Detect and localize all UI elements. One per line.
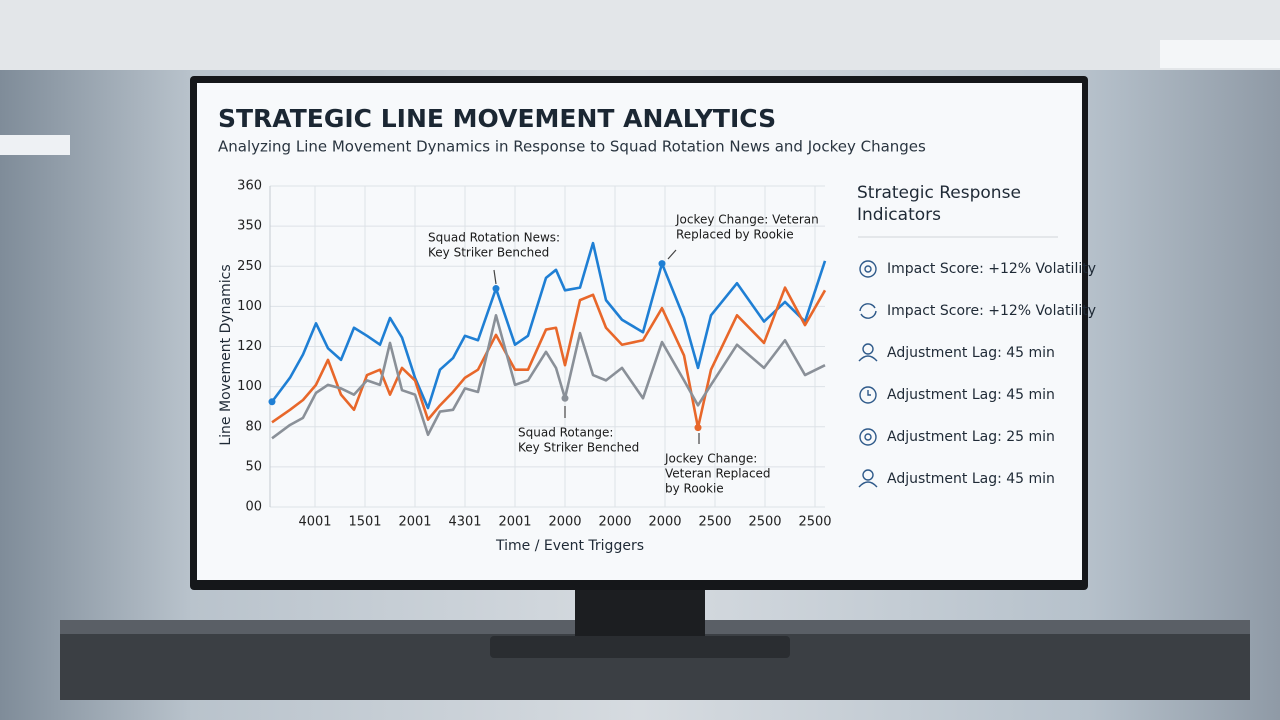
annotation: Jockey Change: Veteran [675,213,819,227]
monitor-stand [575,585,705,640]
icon [862,469,874,481]
event-point [561,394,569,402]
y-tick-label: 360 [237,179,262,194]
annotation: Key Striker Benched [428,246,549,260]
event-point [492,285,500,293]
y-tick-label: 100 [237,299,262,314]
y-axis-label: Line Movement Dynamics [218,264,234,445]
annotation: Veteran Replaced [665,467,771,481]
y-tick-label: 350 [237,219,262,234]
icon [864,265,872,273]
annotation: Replaced by Rookie [676,228,794,242]
x-tick-label: 2000 [648,515,681,530]
icon [867,390,871,396]
icon [864,433,872,441]
annotation-arrow [667,249,677,260]
event-point [694,424,702,432]
icon [859,260,877,278]
annotation-arrow [493,269,497,285]
panel-item: Adjustment Lag: 45 min [887,471,1055,487]
ceiling-light [1160,40,1280,68]
icon [862,343,874,355]
x-axis-label: Time / Event Triggers [495,538,644,554]
ceiling [0,0,1280,70]
event-point [268,398,276,406]
icon [858,481,878,488]
panel-title: Indicators [857,205,941,225]
y-tick-label: 100 [237,379,262,394]
icon [859,428,877,446]
series-line [270,241,827,410]
chart-title: STRATEGIC LINE MOVEMENT ANALYTICS [218,104,776,133]
annotation: Jockey Change: [664,452,757,466]
x-tick-label: 4001 [298,515,331,530]
panel-item: Impact Score: +12% Volatility [887,261,1096,277]
ceiling-light [0,135,70,155]
monitor-base [490,636,790,658]
icon [858,355,878,362]
icon [859,303,877,319]
icon [859,386,877,404]
y-tick-label: 120 [237,339,262,354]
panel-item: Adjustment Lag: 25 min [887,429,1055,445]
series-line [271,313,826,440]
annotation: by Rookie [665,482,724,496]
x-tick-label: 2001 [498,515,531,530]
x-tick-label: 2500 [698,515,731,530]
panel-item: Impact Score: +12% Volatility [887,303,1096,319]
chart-subtitle: Analyzing Line Movement Dynamics in Resp… [218,138,926,156]
panel-item: Adjustment Lag: 45 min [887,387,1055,403]
annotation: Key Striker Benched [518,441,639,455]
y-tick-label: 250 [237,259,262,274]
x-tick-label: 2500 [748,515,781,530]
annotation: Squad Rotation News: [428,231,560,245]
x-tick-label: 2000 [548,515,581,530]
y-tick-label: 00 [245,500,262,515]
x-tick-label: 2500 [798,515,831,530]
panel-icons [858,260,878,488]
y-tick-label: 50 [245,459,262,474]
annotation: Squad Rotange: [518,426,613,440]
x-tick-label: 1501 [348,515,381,530]
y-tick-label: 80 [245,419,262,434]
panel-item: Adjustment Lag: 45 min [887,345,1055,361]
panel-title: Strategic Response [857,183,1021,203]
x-tick-label: 2000 [598,515,631,530]
x-tick-label: 4301 [448,515,481,530]
x-tick-label: 2001 [398,515,431,530]
event-point [658,260,666,268]
